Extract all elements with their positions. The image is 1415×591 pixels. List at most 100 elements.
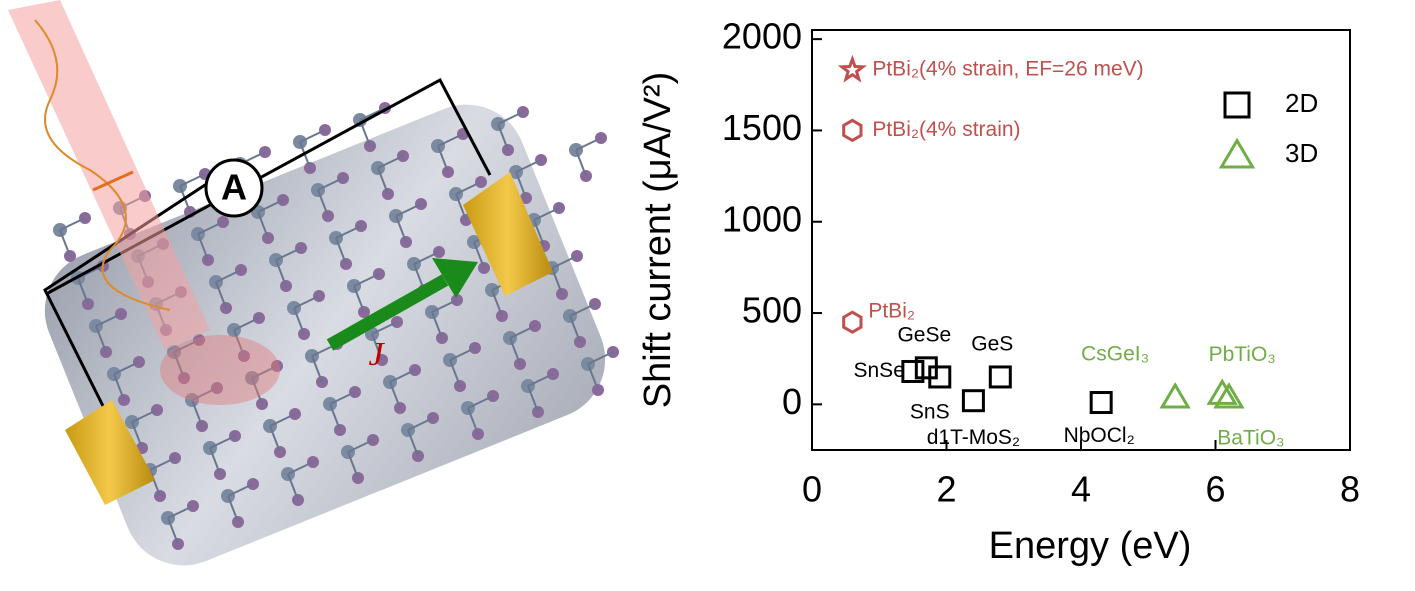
data-point [842, 118, 863, 143]
point-label: GeS [971, 333, 1013, 356]
bond [317, 189, 329, 217]
bond [209, 447, 221, 475]
bond [251, 377, 263, 405]
bond [509, 325, 536, 339]
bond [395, 215, 407, 243]
bond [269, 413, 296, 427]
data-point [837, 54, 867, 83]
bond [353, 285, 365, 313]
bond [407, 417, 434, 431]
bond [395, 203, 422, 217]
bond [407, 429, 419, 457]
legend-label: 2D [1285, 88, 1318, 118]
bond [551, 255, 578, 269]
bond [437, 145, 449, 173]
bond [131, 409, 158, 423]
current-arrow [326, 274, 449, 351]
bond [311, 355, 323, 383]
data-point [928, 365, 952, 389]
bond [257, 199, 284, 213]
bond [191, 387, 218, 401]
bond [197, 233, 209, 261]
data-point [1213, 382, 1245, 409]
bond [149, 457, 176, 471]
device-illustration: A J [8, 0, 619, 566]
bond [569, 303, 596, 317]
bond [113, 373, 125, 401]
bond [515, 159, 542, 173]
point-label: CsGeI₃ [1081, 343, 1149, 366]
bond [173, 351, 185, 379]
bond [467, 407, 479, 435]
bond [233, 317, 260, 331]
point-label: d1T-MoS₂ [927, 426, 1020, 449]
bond [551, 267, 563, 295]
laser-beam [8, 0, 210, 350]
point-label: GeSe [897, 323, 951, 346]
bond [473, 241, 485, 269]
bond [197, 221, 224, 235]
data-point [901, 359, 925, 383]
bond [527, 385, 539, 413]
bond [467, 395, 494, 409]
bond [455, 193, 467, 221]
legend-label: 3D [1285, 138, 1318, 168]
bond [275, 259, 287, 287]
bond [191, 399, 203, 427]
laser-spot [160, 335, 280, 405]
bond [233, 329, 245, 357]
y-tick-label: 0 [782, 381, 802, 422]
lattice [53, 102, 619, 550]
bond [113, 361, 140, 375]
ammeter [204, 158, 264, 218]
bond [287, 473, 299, 501]
bond [131, 421, 143, 449]
bond [59, 217, 86, 231]
data-point [961, 389, 985, 413]
data-point [1089, 391, 1113, 415]
bond [371, 321, 398, 335]
bond [515, 171, 527, 199]
bond [491, 289, 503, 317]
bond [527, 373, 554, 387]
x-axis-label: Energy (eV) [989, 525, 1192, 567]
bond [371, 333, 383, 361]
x-tick-label: 2 [936, 469, 956, 510]
bond [209, 435, 236, 449]
bond [275, 247, 302, 261]
bond [167, 505, 194, 519]
bond [179, 173, 206, 187]
bond [167, 517, 179, 545]
bond [353, 273, 380, 287]
bond [389, 381, 401, 409]
bond [569, 315, 581, 343]
bond [413, 251, 440, 265]
point-label: SnS [910, 401, 950, 424]
bond [335, 237, 347, 265]
y-axis-label: Shift current (μA/V²) [637, 72, 679, 409]
point-label: SnSe [854, 359, 905, 382]
y-tick-label: 2000 [722, 16, 802, 57]
electrode [463, 172, 553, 296]
bond [449, 347, 476, 361]
bond [587, 351, 614, 365]
ammeter-label: A [221, 167, 247, 208]
bond [329, 403, 341, 431]
bond [497, 111, 524, 125]
bond [497, 123, 509, 151]
bond [215, 281, 227, 309]
bond [533, 219, 545, 247]
bond [59, 229, 71, 257]
x-tick-label: 4 [1071, 469, 1091, 510]
bond [293, 295, 320, 309]
bond [587, 363, 599, 391]
bond [227, 495, 239, 523]
bond [257, 211, 269, 239]
bond [269, 425, 281, 453]
bond [77, 277, 89, 305]
plot-frame [811, 29, 1351, 451]
data-point [988, 365, 1012, 389]
y-tick-label: 1000 [722, 198, 802, 239]
bond [359, 119, 371, 147]
